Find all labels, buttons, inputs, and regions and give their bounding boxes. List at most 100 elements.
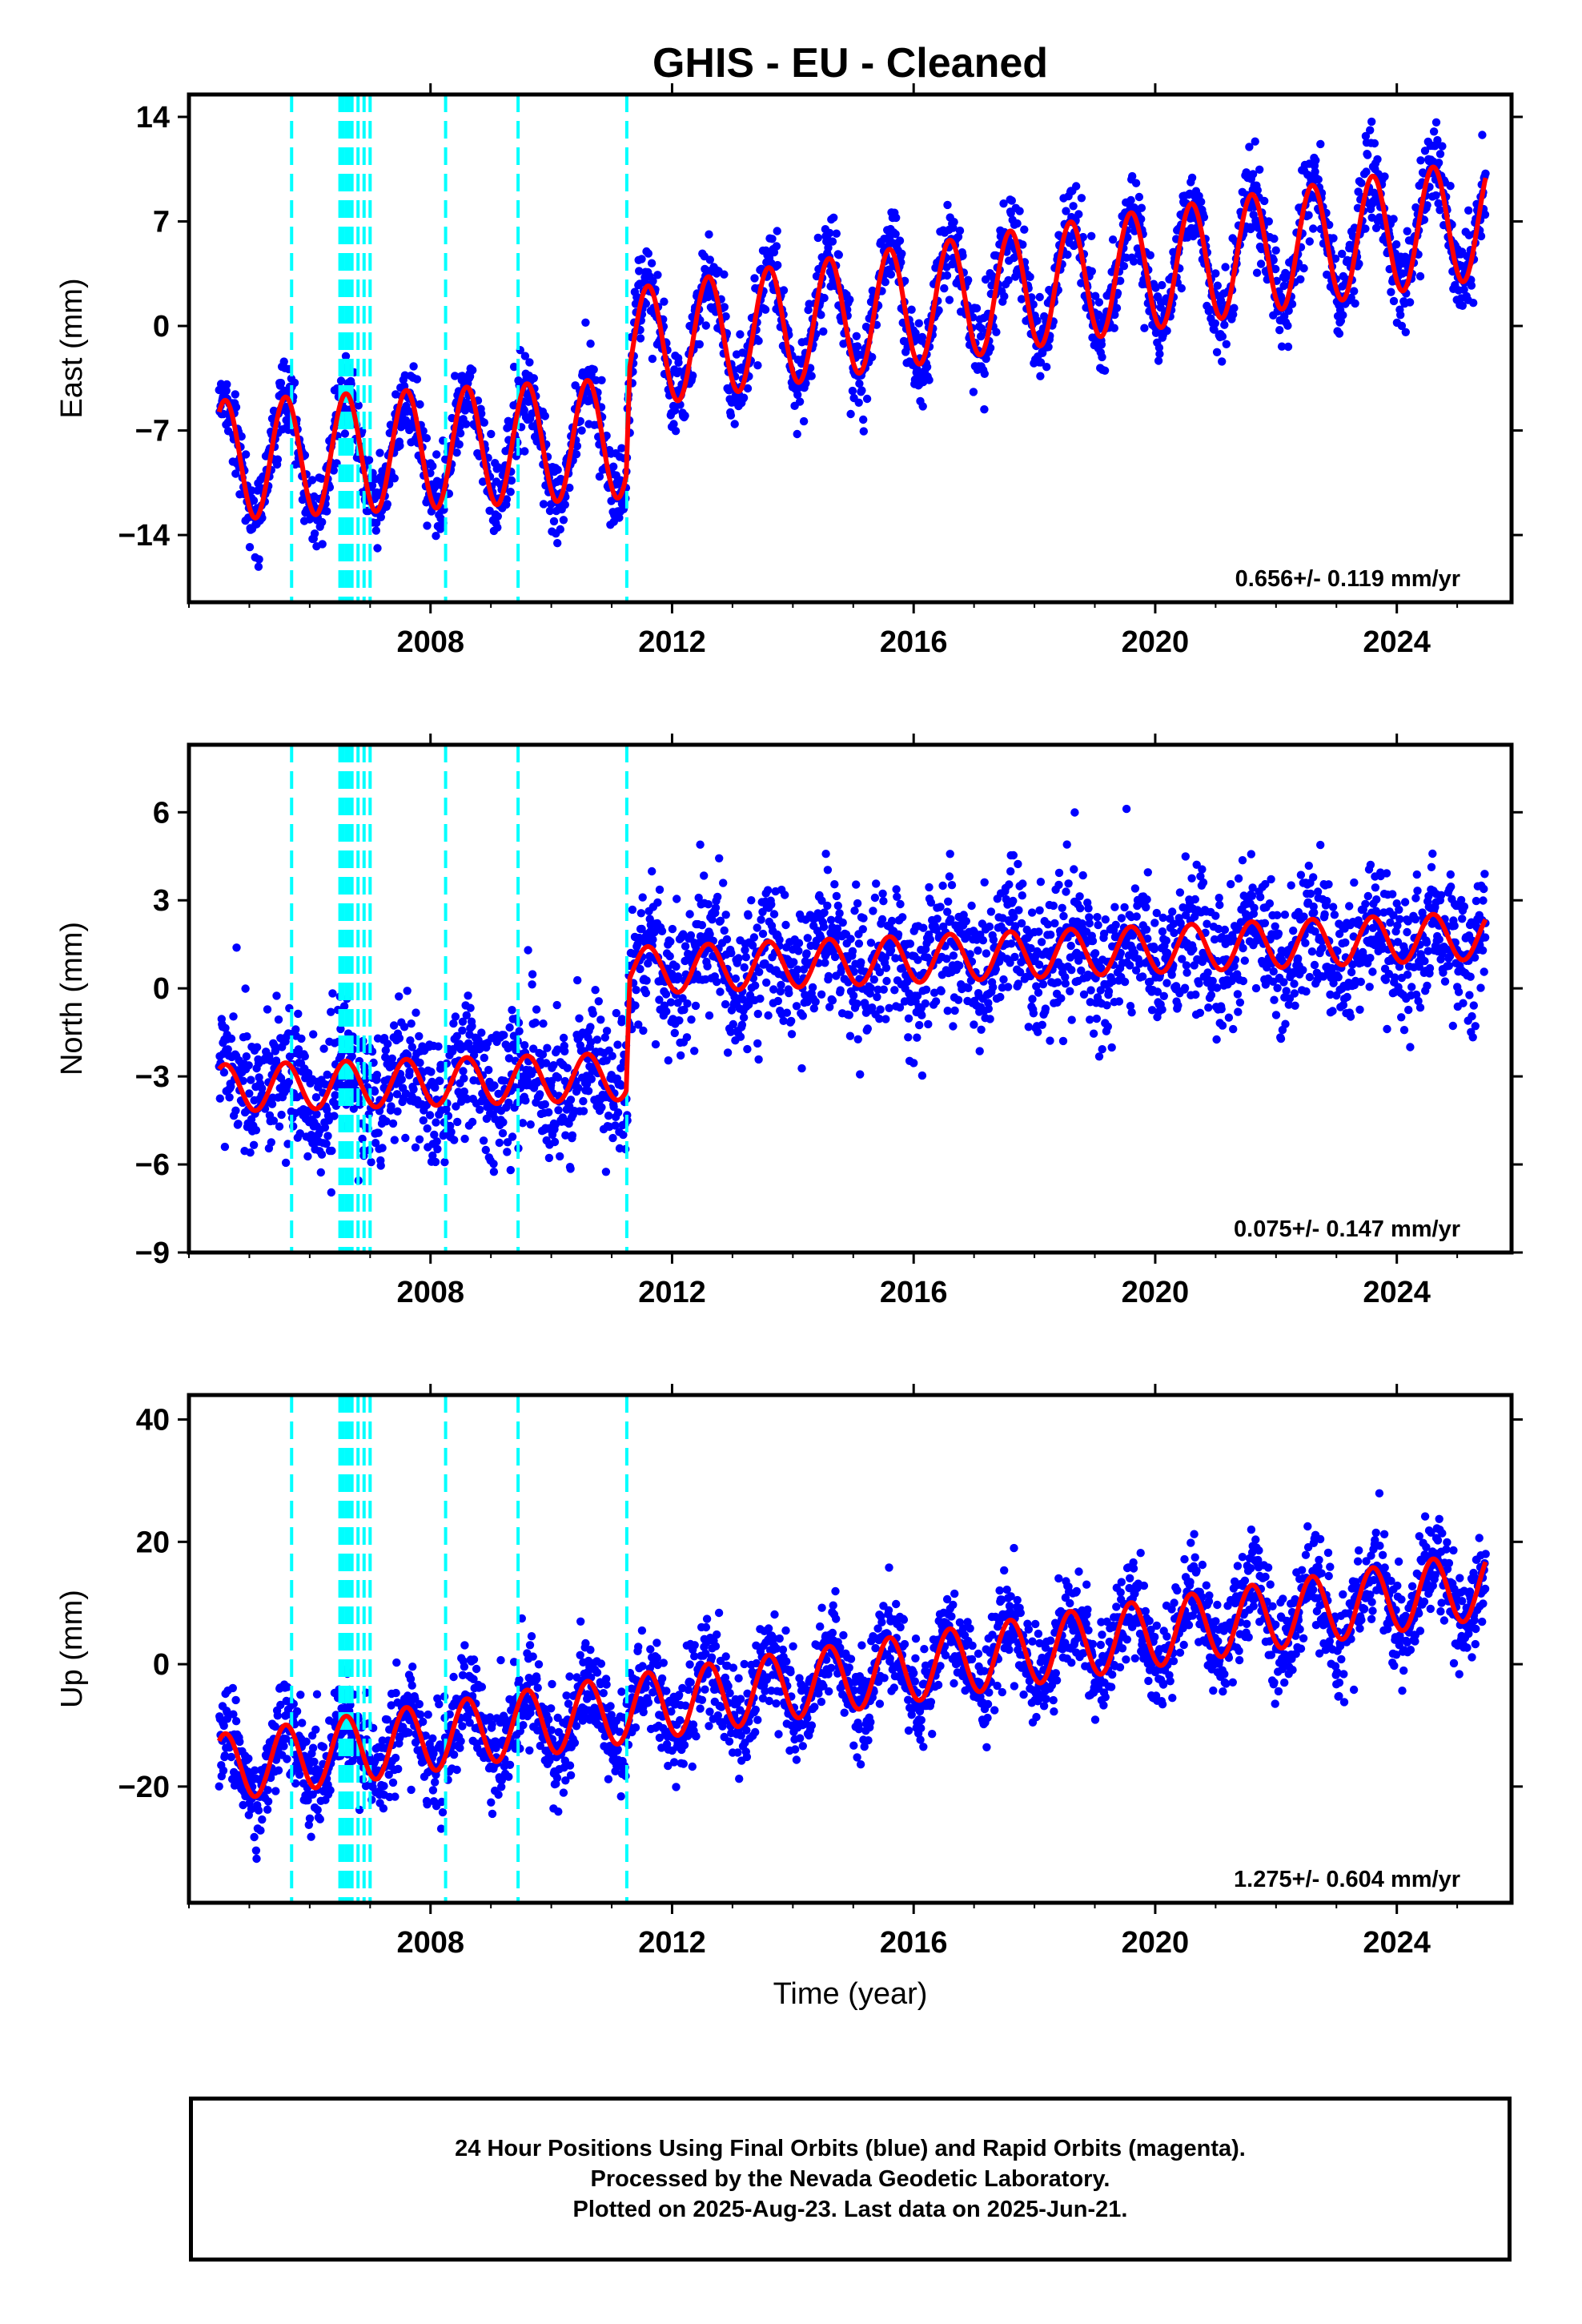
- north-data-point: [227, 1034, 236, 1043]
- north-data-point: [1204, 1003, 1213, 1012]
- north-data-point: [830, 880, 839, 889]
- east-data-point: [982, 354, 990, 364]
- north-data-point: [696, 840, 705, 849]
- north-data-point: [931, 997, 941, 1006]
- north-data-point: [985, 922, 994, 931]
- north-data-point: [1094, 1052, 1104, 1061]
- east-data-point: [829, 213, 838, 222]
- north-data-point: [1302, 987, 1311, 996]
- north-data-point: [297, 1034, 306, 1043]
- east-data-point: [1210, 325, 1219, 334]
- north-data-point: [602, 1027, 612, 1035]
- east-data-point: [241, 450, 251, 459]
- north-data-point: [317, 1150, 327, 1159]
- north-data-point: [1247, 891, 1257, 901]
- north-data-point: [1256, 893, 1265, 902]
- east-data-point: [1230, 304, 1239, 312]
- north-data-point: [811, 997, 820, 1007]
- east-data-point: [1277, 342, 1287, 351]
- north-data-point: [1054, 978, 1062, 987]
- north-data-point: [415, 1135, 424, 1144]
- north-data-point: [566, 1096, 576, 1104]
- east-data-point: [1380, 172, 1389, 181]
- east-x-tick-label: 2016: [880, 625, 948, 659]
- north-data-point: [1003, 983, 1013, 991]
- north-data-point: [817, 990, 826, 999]
- east-data-point: [1415, 271, 1425, 281]
- east-data-point: [1212, 348, 1222, 356]
- north-data-point: [323, 1070, 331, 1080]
- north-data-point: [989, 935, 998, 944]
- east-rate-annotation: 0.656+/- 0.119 mm/yr: [1235, 566, 1460, 592]
- north-data-point: [284, 1077, 294, 1087]
- north-data-point: [936, 903, 945, 911]
- north-data-point: [964, 983, 973, 993]
- east-data-point: [1033, 316, 1042, 325]
- north-data-point: [1271, 922, 1279, 931]
- east-data-point: [493, 512, 502, 521]
- east-data-point: [635, 267, 644, 275]
- north-data-point: [703, 962, 712, 971]
- north-data-point: [858, 925, 868, 934]
- east-data-point: [412, 375, 422, 384]
- east-y-tick-label: 14: [136, 101, 170, 135]
- north-data-point: [719, 879, 728, 887]
- north-data-point: [539, 1019, 548, 1028]
- north-data-point: [632, 986, 640, 995]
- north-data-point: [1054, 880, 1063, 890]
- east-x-tick-label: 2008: [396, 625, 464, 659]
- east-data-point: [525, 358, 534, 367]
- north-data-point: [508, 1132, 517, 1141]
- north-data-point: [890, 986, 899, 995]
- north-data-point: [651, 1039, 661, 1049]
- east-data-point: [468, 366, 477, 375]
- north-data-point: [1037, 938, 1046, 947]
- east-data-point: [1100, 366, 1110, 375]
- east-data-point: [396, 441, 404, 450]
- east-data-point: [1279, 281, 1288, 291]
- north-data-point: [1089, 1029, 1098, 1038]
- east-data-point: [1338, 249, 1347, 259]
- east-data-point: [644, 249, 652, 258]
- east-data-point: [416, 400, 424, 409]
- east-data-point: [373, 544, 382, 553]
- north-data-point: [588, 1009, 597, 1018]
- north-data-point: [255, 1073, 263, 1082]
- north-data-point: [682, 1033, 692, 1042]
- north-data-point: [1138, 972, 1147, 981]
- north-data-point: [1027, 908, 1037, 917]
- east-data-point: [695, 340, 704, 349]
- north-data-point: [412, 1008, 420, 1017]
- north-data-point: [921, 999, 930, 1008]
- east-data-point: [290, 378, 299, 388]
- east-data-point: [773, 227, 781, 235]
- north-data-point: [608, 1051, 616, 1060]
- north-data-point: [917, 1011, 926, 1019]
- east-data-point: [432, 450, 441, 459]
- east-data-point: [456, 428, 465, 438]
- north-data-point: [670, 1028, 679, 1038]
- east-data-point: [1146, 251, 1155, 259]
- north-data-point: [980, 878, 989, 887]
- north-data-point: [675, 1016, 684, 1025]
- east-data-point: [1211, 319, 1220, 328]
- east-data-point: [1044, 343, 1053, 352]
- north-data-point: [1250, 903, 1259, 912]
- east-data-point: [972, 304, 982, 313]
- north-data-point: [468, 1117, 477, 1127]
- north-data-point: [409, 1085, 418, 1094]
- north-data-point: [764, 1011, 773, 1020]
- north-data-point: [1049, 901, 1058, 911]
- north-data-point: [1162, 936, 1171, 945]
- north-data-point: [823, 866, 833, 875]
- north-data-point: [697, 921, 707, 930]
- north-data-point: [1006, 866, 1015, 876]
- north-data-point: [1189, 945, 1198, 954]
- north-data-point: [500, 1031, 508, 1039]
- north-data-point: [419, 1116, 428, 1125]
- east-data-point: [1363, 151, 1372, 159]
- east-data-point: [1112, 304, 1122, 312]
- east-data-point: [660, 297, 669, 306]
- north-data-point: [246, 1148, 255, 1157]
- north-data-point: [328, 989, 337, 998]
